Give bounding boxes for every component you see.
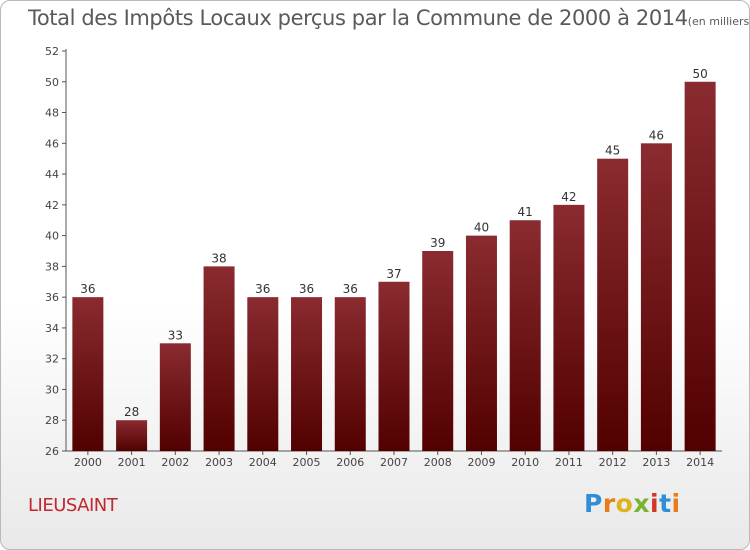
bar — [159, 343, 191, 451]
chart-axes: 26 28 30 32 34 36 38 40 42 44 46 48 50 52 2000 2001 2002… — [45, 45, 722, 469]
chart-title: Total des Impôts Locaux perçus par la Co… — [28, 6, 750, 30]
bar — [291, 297, 323, 451]
y-tick-label: 42 — [45, 199, 59, 212]
data-label: 36 — [299, 282, 314, 296]
x-tick-label: 2014 — [686, 456, 714, 469]
proxiti-logo[interactable]: Proxiti — [584, 489, 681, 518]
bar — [203, 266, 235, 451]
bar — [597, 158, 629, 451]
commune-name: LIEUSAINT — [28, 495, 118, 516]
bar — [684, 81, 716, 452]
x-tick-label: 2009 — [467, 456, 495, 469]
x-tick-label: 2011 — [555, 456, 583, 469]
data-label: 36 — [343, 282, 358, 296]
bar — [334, 297, 366, 451]
x-tick-label: 2007 — [380, 456, 408, 469]
bar — [465, 235, 497, 451]
bar — [640, 143, 672, 452]
bar — [116, 420, 148, 451]
bar — [378, 281, 410, 451]
data-label: 33 — [168, 328, 183, 342]
y-tick-label: 50 — [45, 76, 59, 89]
y-tick-label: 30 — [45, 383, 59, 396]
data-label: 38 — [211, 251, 226, 265]
bar — [509, 220, 541, 451]
data-label: 37 — [386, 267, 401, 281]
bar — [422, 251, 454, 451]
data-label: 42 — [561, 190, 576, 204]
data-label: 39 — [430, 236, 445, 250]
x-tick-label: 2013 — [642, 456, 670, 469]
data-label: 45 — [605, 144, 620, 158]
y-tick-label: 26 — [45, 445, 59, 458]
y-tick-label: 38 — [45, 260, 59, 273]
y-tick-label: 28 — [45, 414, 59, 427]
y-tick-label: 52 — [45, 45, 59, 58]
data-label: 36 — [80, 282, 95, 296]
y-tick-label: 40 — [45, 230, 59, 243]
data-label: 46 — [649, 128, 664, 142]
chart-title-text: Total des Impôts Locaux perçus par la Co… — [28, 6, 688, 30]
data-label: 40 — [474, 221, 489, 235]
chart-bars — [72, 81, 716, 452]
data-label: 41 — [518, 205, 533, 219]
y-tick-label: 32 — [45, 353, 59, 366]
bar — [247, 297, 279, 451]
x-tick-label: 2002 — [161, 456, 189, 469]
chart-labels: 36 28 33 38 36 36 36 37 39 40 41 42 45 46 50 — [80, 67, 708, 419]
x-tick-label: 2003 — [205, 456, 233, 469]
x-tick-label: 2004 — [249, 456, 277, 469]
x-tick-label: 2000 — [74, 456, 102, 469]
y-tick-label: 48 — [45, 107, 59, 120]
y-tick-label: 44 — [45, 168, 59, 181]
y-tick-label: 34 — [45, 322, 59, 335]
x-tick-label: 2005 — [293, 456, 321, 469]
x-tick-label: 2008 — [424, 456, 452, 469]
chart-unit: (en milliers d'€) — [687, 15, 750, 28]
y-tick-label: 46 — [45, 137, 59, 150]
bar — [553, 204, 585, 451]
data-label: 50 — [692, 67, 707, 81]
x-tick-label: 2012 — [599, 456, 627, 469]
data-label: 28 — [124, 405, 139, 419]
bar — [72, 297, 104, 451]
x-tick-label: 2010 — [511, 456, 539, 469]
data-label: 36 — [255, 282, 270, 296]
x-tick-label: 2001 — [118, 456, 146, 469]
x-tick-label: 2006 — [336, 456, 364, 469]
y-tick-label: 36 — [45, 291, 59, 304]
